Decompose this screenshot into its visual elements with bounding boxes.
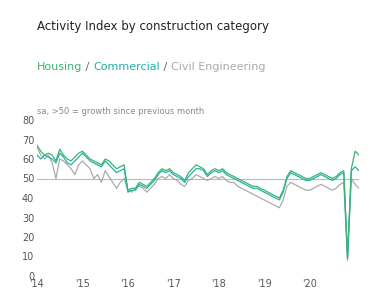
Text: sa, >50 = growth since previous month: sa, >50 = growth since previous month <box>37 106 204 116</box>
Text: Activity Index by construction category: Activity Index by construction category <box>37 20 269 33</box>
Text: Commercial: Commercial <box>93 62 160 72</box>
Text: Civil Engineering: Civil Engineering <box>171 62 265 72</box>
Text: Housing: Housing <box>37 62 83 72</box>
Text: /: / <box>83 62 93 72</box>
Text: /: / <box>160 62 171 72</box>
